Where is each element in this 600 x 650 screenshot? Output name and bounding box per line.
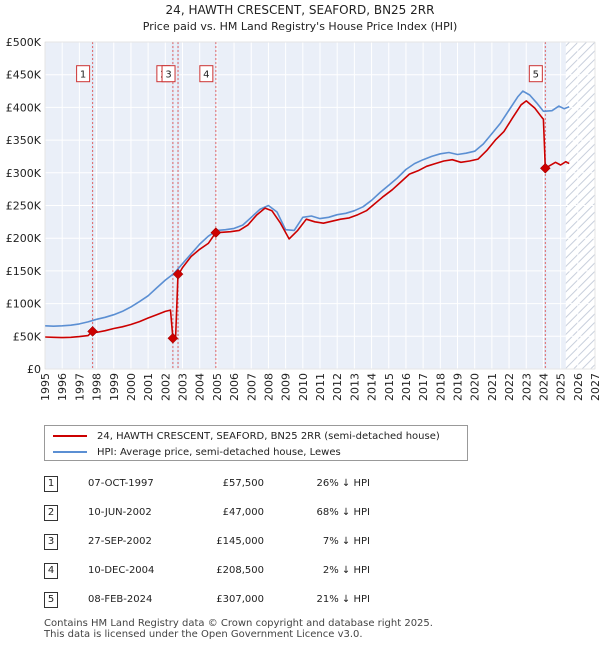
sale-point [167,332,179,344]
x-tick-label: 1996 [56,373,69,401]
x-tick-label: 2019 [452,373,465,401]
x-tick-label: 2009 [280,373,293,401]
sale-price: £47,000 [222,507,264,518]
x-tick-label: 2017 [417,373,430,401]
hpi-line [44,90,570,327]
legend-swatch-property [53,435,87,437]
x-tick-label: 2014 [366,373,379,401]
sale-date: 10-DEC-2004 [88,565,155,576]
y-tick-label: £100K [6,298,42,311]
x-tick-label: 2015 [383,373,396,401]
y-tick-label: £200K [6,232,42,245]
sale-hpi-diff: 21% ↓ HPI [316,594,370,605]
legend-entry-property: 24, HAWTH CRESCENT, SEAFORD, BN25 2RR (s… [53,428,440,444]
sale-point [87,326,98,337]
sale-number-badge: 1 [44,476,58,492]
x-tick-label: 2018 [434,373,447,401]
x-tick-label: 2025 [555,373,568,401]
table-row: 3 27-SEP-2002 £145,000 7% ↓ HPI [44,534,464,552]
plot-frame [44,41,596,370]
x-tick-label: 2010 [297,373,310,401]
y-tick-label: £150K [6,265,42,278]
sale-hpi-diff: 7% ↓ HPI [322,536,370,547]
sale-number-badge: 2 [44,505,58,521]
chart-legend: 24, HAWTH CRESCENT, SEAFORD, BN25 2RR (s… [44,425,468,461]
x-tick-label: 2012 [331,373,344,401]
footer-line-1: Contains HM Land Registry data © Crown c… [44,618,433,629]
sale-price: £208,500 [216,565,264,576]
y-tick-label: £500K [6,36,42,49]
x-tick-label: 2002 [159,373,172,401]
chart-subtitle: Price paid vs. HM Land Registry's House … [143,20,458,33]
x-tick-label: 2013 [348,373,361,401]
table-row: 1 07-OCT-1997 £57,500 26% ↓ HPI [44,476,464,494]
x-tick-label: 2023 [520,373,533,401]
table-row: 4 10-DEC-2004 £208,500 2% ↓ HPI [44,563,464,581]
property-price-line [44,100,570,340]
sale-date: 07-OCT-1997 [88,478,154,489]
x-tick-label: 2027 [589,373,600,401]
x-tick-label: 2020 [469,373,482,401]
legend-label-hpi: HPI: Average price, semi-detached house,… [97,446,341,458]
x-tick-label: 2022 [503,373,516,401]
sale-date: 10-JUN-2002 [88,507,152,518]
x-tick-label: 2016 [400,373,413,401]
price-chart: 24, HAWTH CRESCENT, SEAFORD, BN25 2RR Pri… [6,3,600,401]
sale-price: £57,500 [222,478,264,489]
sale-point [210,227,222,238]
sale-number-badge: 5 [44,592,58,608]
sale-date: 08-FEB-2024 [88,594,153,605]
sale-price: £307,000 [216,594,264,605]
y-tick-label: £450K [6,69,42,82]
sale-point [172,268,184,280]
sale-hpi-diff: 2% ↓ HPI [322,565,370,576]
x-tick-label: 2003 [177,373,190,401]
x-tick-label: 2026 [572,373,585,401]
x-tick-label: 1997 [73,373,86,401]
y-tick-label: £50K [13,330,42,343]
sale-marker-label: 5 [533,70,539,81]
sale-hpi-diff: 68% ↓ HPI [316,507,370,518]
x-tick-label: 2011 [314,373,327,401]
sale-number-badge: 4 [44,563,58,579]
sale-marker-box [528,65,543,83]
y-tick-label: £400K [6,101,42,114]
x-tick-label: 1998 [91,373,104,401]
x-tick-label: 2004 [194,373,207,401]
y-tick-label: £0 [27,363,41,376]
footer-line-2: This data is licensed under the Open Gov… [44,629,363,640]
table-row: 2 10-JUN-2002 £47,000 68% ↓ HPI [44,505,464,523]
sale-price: £145,000 [216,536,264,547]
y-tick-label: £300K [6,167,42,180]
x-tick-label: 2001 [142,373,155,401]
legend-entry-hpi: HPI: Average price, semi-detached house,… [53,444,341,460]
x-tick-label: 2008 [262,373,275,401]
legend-label-property: 24, HAWTH CRESCENT, SEAFORD, BN25 2RR (s… [97,430,440,442]
sale-marker-label: 1 [80,70,86,81]
sale-date: 27-SEP-2002 [88,536,152,547]
attribution-footer: Contains HM Land Registry data © Crown c… [44,618,433,640]
x-tick-label: 1995 [39,373,52,401]
x-tick-label: 2006 [228,373,241,401]
x-tick-label: 2005 [211,373,224,401]
y-tick-label: £250K [6,200,42,213]
legend-swatch-hpi [53,451,87,453]
x-tick-label: 2000 [125,373,138,401]
y-tick-label: £350K [6,134,42,147]
sale-marker-label: 4 [203,70,209,81]
sale-marker-box [161,65,176,83]
x-tick-label: 2024 [537,373,550,401]
sale-number-badge: 3 [44,534,58,550]
chart-title: 24, HAWTH CRESCENT, SEAFORD, BN25 2RR [166,3,435,17]
sale-marker-box [199,65,214,83]
x-tick-label: 2021 [486,373,499,401]
x-tick-label: 1999 [108,373,121,401]
sale-marker-box [76,65,91,83]
table-row: 5 08-FEB-2024 £307,000 21% ↓ HPI [44,592,464,610]
sale-marker-label: 3 [165,70,171,81]
sale-hpi-diff: 26% ↓ HPI [316,478,370,489]
sale-point [539,162,551,174]
x-tick-label: 2007 [245,373,258,401]
